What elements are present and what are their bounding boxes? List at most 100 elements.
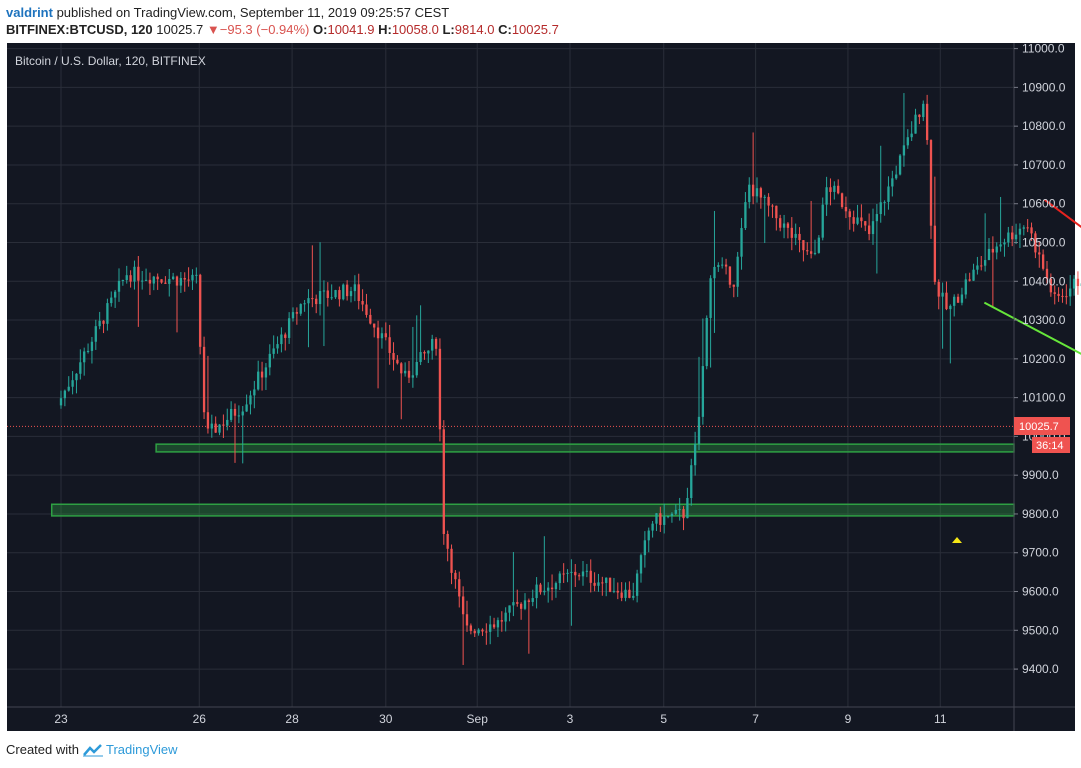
candle-body [1049, 278, 1053, 293]
candle-body [960, 294, 964, 303]
candle-body [852, 217, 855, 224]
candle-body [887, 186, 890, 202]
candle-body [1014, 234, 1018, 240]
candle-body [879, 202, 882, 215]
candle-body [856, 217, 859, 224]
candle-body [906, 137, 909, 146]
candle-body [473, 630, 476, 634]
candle-body [647, 530, 650, 541]
candle-body [864, 221, 867, 226]
candle-body [59, 398, 63, 406]
candle-body [790, 227, 793, 238]
candle-body [241, 411, 244, 416]
candle-body [523, 600, 527, 609]
candle-body [454, 572, 457, 580]
candle-body [902, 145, 906, 156]
candle-body [597, 582, 600, 586]
candle-body [67, 386, 70, 391]
candle-body [106, 303, 109, 324]
candle-body [956, 296, 960, 303]
candle-body [349, 291, 353, 297]
candle-body [724, 264, 728, 267]
candle-body [1018, 228, 1022, 235]
last-price-tag [1014, 417, 1070, 435]
candle-body [318, 290, 322, 305]
candle-body [995, 246, 998, 253]
candle-body [871, 221, 875, 235]
candle-body [465, 614, 469, 626]
candle-body [214, 423, 217, 433]
candle-body [1053, 292, 1056, 294]
candle-body [860, 217, 863, 222]
candle-body [775, 205, 778, 219]
y-tick-label: 9400.0 [1022, 662, 1059, 676]
candle-body [90, 341, 94, 351]
plot-area[interactable] [7, 43, 1014, 707]
trendlines[interactable] [983, 199, 1081, 477]
candle-body [233, 408, 237, 416]
candle-body [697, 416, 701, 444]
open-value: 10041.9 [327, 22, 375, 37]
candle-body [717, 265, 720, 267]
author-name[interactable]: valdrint [6, 5, 53, 20]
candle-body [601, 582, 604, 584]
candle-body [1057, 293, 1060, 296]
candle-body [848, 211, 851, 218]
candle-body [732, 284, 735, 287]
candle-body [500, 620, 503, 622]
candle-body [628, 589, 631, 598]
y-tick-label: 9900.0 [1022, 468, 1059, 482]
x-tick-label: 26 [193, 712, 207, 726]
candle-body [94, 326, 97, 342]
candle-body [972, 269, 975, 281]
candle-body [976, 265, 979, 270]
x-tick-label: 30 [379, 712, 393, 726]
candle-body [605, 577, 608, 583]
candle-body [809, 251, 813, 254]
countdown-tag [1032, 437, 1070, 453]
candle-body [813, 252, 817, 254]
candle-body [303, 303, 306, 305]
candle-body [740, 228, 743, 257]
candle-body [1061, 295, 1064, 297]
candle-body [925, 103, 929, 141]
candle-body [280, 334, 283, 345]
low-label: L: [442, 22, 455, 37]
candle-body [423, 352, 426, 354]
candle-body [110, 297, 113, 304]
candle-body [477, 629, 480, 634]
candle-body [427, 350, 430, 354]
x-tick-label: 5 [660, 712, 667, 726]
y-tick-label: 10900.0 [1022, 80, 1066, 94]
candle-body [635, 573, 639, 596]
candle-body [175, 276, 179, 286]
candle-body [63, 390, 67, 399]
candle-body [817, 237, 821, 253]
candle-body [678, 509, 681, 511]
symbol-label: BITFINEX:BTCUSD, 120 [6, 22, 153, 37]
candle-body [794, 233, 797, 238]
candle-body [369, 314, 372, 324]
x-tick-label: 11 [934, 712, 947, 726]
time-axis[interactable]: 23 26 28 30 Sep 3 5 7 9 11 [54, 712, 947, 726]
candle-body [1034, 233, 1037, 253]
candle-body [763, 196, 766, 198]
candle-body [987, 248, 991, 261]
last-price-marker: 10025.7 36:14 [1014, 417, 1070, 453]
candle-body [910, 133, 913, 138]
price-chart[interactable]: 11000.0 10900.0 10800.0 10700.0 10600.0 10500… [0, 0, 1081, 735]
candle-body [1069, 288, 1072, 297]
candle-body [554, 583, 558, 590]
candle-body [326, 290, 329, 298]
y-tick-label: 10100.0 [1022, 391, 1066, 405]
candle-body [431, 338, 434, 351]
candle-body [867, 225, 871, 235]
candle-body [1011, 232, 1014, 240]
candle-body [353, 284, 357, 292]
candle-body [945, 292, 948, 310]
candle-body [933, 225, 937, 282]
candle-body [287, 318, 291, 338]
countdown-label: 36:14 [1036, 440, 1064, 452]
tradingview-brand-link[interactable]: TradingView [105, 742, 178, 757]
candle-body [384, 333, 387, 338]
